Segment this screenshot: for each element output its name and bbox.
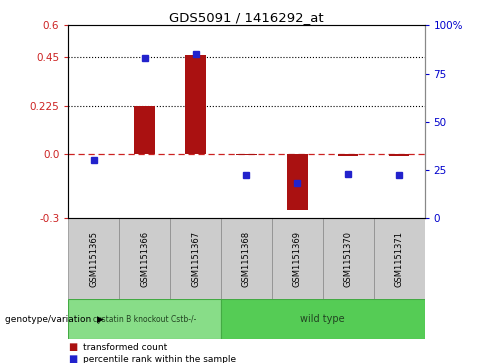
Text: cystatin B knockout Cstb-/-: cystatin B knockout Cstb-/-: [93, 315, 196, 324]
Bar: [221, 299, 425, 339]
Bar: [374, 218, 425, 299]
Bar: [68, 218, 119, 299]
Bar: [135, 106, 155, 154]
Text: transformed count: transformed count: [83, 343, 167, 352]
Text: GSM1151365: GSM1151365: [89, 231, 98, 287]
Title: GDS5091 / 1416292_at: GDS5091 / 1416292_at: [169, 11, 324, 24]
Bar: [170, 218, 221, 299]
Text: genotype/variation  ▶: genotype/variation ▶: [5, 315, 104, 324]
Text: GSM1151368: GSM1151368: [242, 231, 251, 287]
Text: GSM1151367: GSM1151367: [191, 231, 200, 287]
Bar: [68, 299, 221, 339]
Text: GSM1151366: GSM1151366: [140, 231, 149, 287]
Bar: [272, 218, 323, 299]
Text: ■: ■: [68, 354, 78, 363]
Text: GSM1151370: GSM1151370: [344, 231, 353, 287]
Text: ■: ■: [68, 342, 78, 352]
Bar: [389, 154, 409, 156]
Bar: [119, 218, 170, 299]
Bar: [221, 218, 272, 299]
Text: GSM1151369: GSM1151369: [293, 231, 302, 287]
Bar: [338, 154, 358, 156]
Text: percentile rank within the sample: percentile rank within the sample: [83, 355, 236, 363]
Bar: [287, 154, 307, 210]
Bar: [323, 218, 374, 299]
Bar: [185, 55, 206, 154]
Text: GSM1151371: GSM1151371: [395, 231, 404, 287]
Text: wild type: wild type: [301, 314, 345, 325]
Bar: [236, 154, 257, 155]
